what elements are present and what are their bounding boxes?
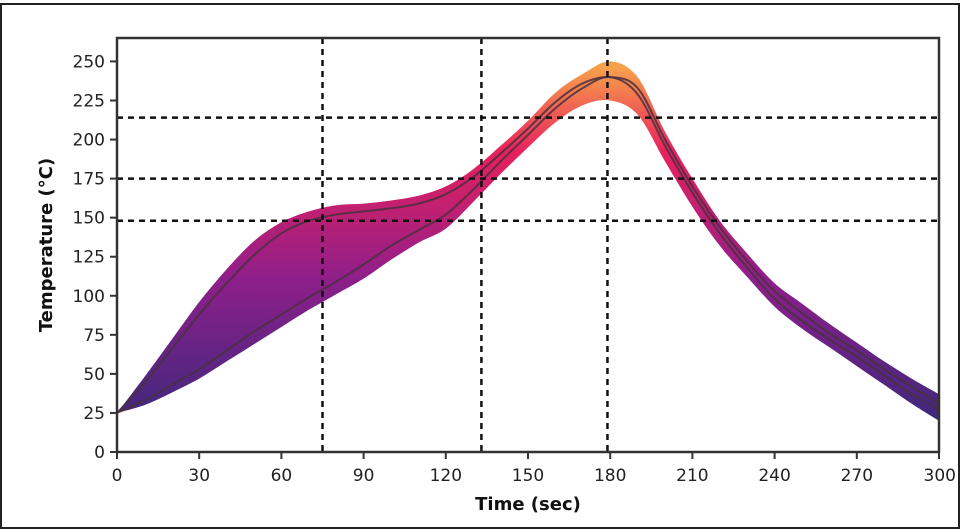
upper-center-line — [116, 75, 940, 414]
y-tick-label: 125 — [73, 248, 105, 268]
y-axis-title: Temperature (°C) — [36, 158, 57, 332]
center-lines-layer — [116, 75, 940, 414]
x-tick-label: 0 — [112, 466, 123, 486]
lower-center-line — [116, 76, 940, 414]
y-tick-label: 225 — [73, 91, 105, 111]
plot-area — [117, 38, 939, 452]
x-tick-label: 30 — [188, 466, 210, 486]
y-tick-label: 0 — [94, 443, 105, 463]
y-tick-label: 250 — [73, 52, 105, 72]
y-tick-label: 100 — [73, 287, 105, 307]
y-axis: 0 25 50 75 100 125 150 175 200 225 250 — [73, 52, 117, 463]
y-tick-label: 175 — [73, 170, 105, 190]
x-tick-label: 90 — [353, 466, 375, 486]
x-tick-label: 180 — [594, 466, 626, 486]
temperature-band — [117, 61, 939, 421]
y-tick-label: 50 — [83, 365, 105, 385]
reference-lines-layer — [117, 38, 939, 452]
y-tick-label: 150 — [73, 209, 105, 229]
x-axis: 0 30 60 90 120 150 180 210 240 270 300 — [112, 452, 956, 486]
x-tick-label: 120 — [430, 466, 462, 486]
outer-border — [0, 3, 960, 529]
y-tick-label: 200 — [73, 131, 105, 151]
x-tick-label: 60 — [271, 466, 293, 486]
x-tick-label: 150 — [512, 466, 544, 486]
y-tick-label: 25 — [83, 404, 105, 424]
x-tick-label: 300 — [924, 466, 956, 486]
x-tick-label: 270 — [841, 466, 873, 486]
x-axis-title: Time (sec) — [475, 494, 581, 515]
x-tick-label: 240 — [758, 466, 790, 486]
band-layer — [117, 61, 939, 421]
x-tick-label: 210 — [676, 466, 708, 486]
y-tick-label: 75 — [83, 326, 105, 346]
